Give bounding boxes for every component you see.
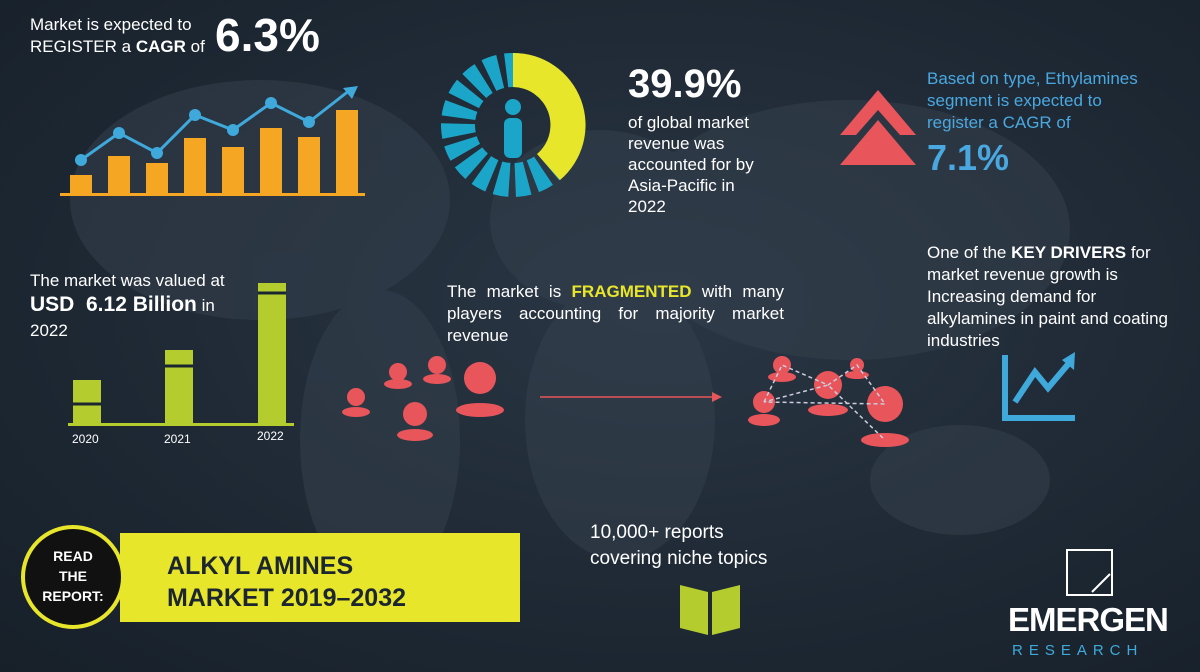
book-icon <box>680 585 740 635</box>
bar-label: 2022 <box>257 429 284 443</box>
text-line: ALKYL AMINES <box>167 552 354 580</box>
valued-amount: USD 6.12 Billion <box>30 293 197 316</box>
network <box>763 363 887 441</box>
text-line: register a CAGR of <box>927 113 1071 132</box>
text: Market is expected to <box>30 15 192 34</box>
cagr-value: 6.3% <box>215 9 320 61</box>
cagr-text: Market is expected to REGISTER a CAGR of <box>30 14 205 58</box>
badge-text: READ THE REPORT: <box>23 546 123 606</box>
logo-mark <box>1066 549 1113 596</box>
text: REGISTER a <box>30 37 132 56</box>
text-line: READ <box>53 548 93 564</box>
reports-text: 10,000+ reports covering niche topics <box>590 520 767 572</box>
text-line: revenue was <box>628 134 725 153</box>
text: CAGR <box>135 37 186 56</box>
text: with many players accounting for majorit… <box>447 282 784 345</box>
text-line: of global market <box>628 113 749 132</box>
text: for market revenue growth is Increasing … <box>927 243 1168 350</box>
trend-icon <box>1002 355 1075 421</box>
valued-amount-row: USD 6.12 Billion in <box>30 294 215 317</box>
title-band <box>120 533 520 622</box>
logo-name: EMERGEN <box>1008 601 1169 638</box>
text-line: covering niche topics <box>590 548 768 569</box>
up-chevrons <box>840 90 916 165</box>
text-line: segment is expected to <box>927 91 1102 110</box>
pins <box>342 356 909 447</box>
text-line: THE <box>59 568 87 584</box>
valued-text: The market was valued at <box>30 271 225 290</box>
type-value: 7.1% <box>927 137 1010 178</box>
share-value: 39.9% <box>628 62 742 106</box>
valued-year: 2022 <box>30 321 68 340</box>
text: of <box>190 37 205 56</box>
text: KEY DRIVERS <box>1011 243 1127 262</box>
growth-bars <box>60 110 365 196</box>
bar-label: 2021 <box>164 432 191 446</box>
badge <box>21 525 125 629</box>
text-line: MARKET 2019–2032 <box>167 584 407 612</box>
text-line: Asia-Pacific in <box>628 176 735 195</box>
logo-sub: RESEARCH <box>1012 642 1144 659</box>
drivers-text: One of the KEY DRIVERS for market revenu… <box>927 242 1187 352</box>
text-line: accounted for by <box>628 155 754 174</box>
value-bars <box>68 283 294 426</box>
arrow-head <box>712 392 722 402</box>
type-text: Based on type, Ethylamines segment is exp… <box>927 68 1138 134</box>
text-line: 2022 <box>628 197 666 216</box>
text-line: REPORT: <box>42 588 104 604</box>
text: FRAGMENTED <box>571 282 692 301</box>
trend-arrow <box>1062 352 1075 370</box>
text: in <box>201 296 215 315</box>
text-line: 10,000+ reports <box>590 522 724 543</box>
growth-line <box>75 86 358 166</box>
fragmented-text: The market is FRAGMENTED with many playe… <box>447 281 784 347</box>
bar-label: 2020 <box>72 432 99 446</box>
bar-stripes <box>73 291 286 406</box>
text: The market is <box>447 282 562 301</box>
text: One of the <box>927 243 1007 262</box>
donut <box>441 52 586 197</box>
share-text: of global market revenue was accounted for… <box>628 112 754 217</box>
report-title: ALKYL AMINES MARKET 2019–2032 <box>167 550 406 614</box>
text-line: Based on type, Ethylamines <box>927 69 1138 88</box>
